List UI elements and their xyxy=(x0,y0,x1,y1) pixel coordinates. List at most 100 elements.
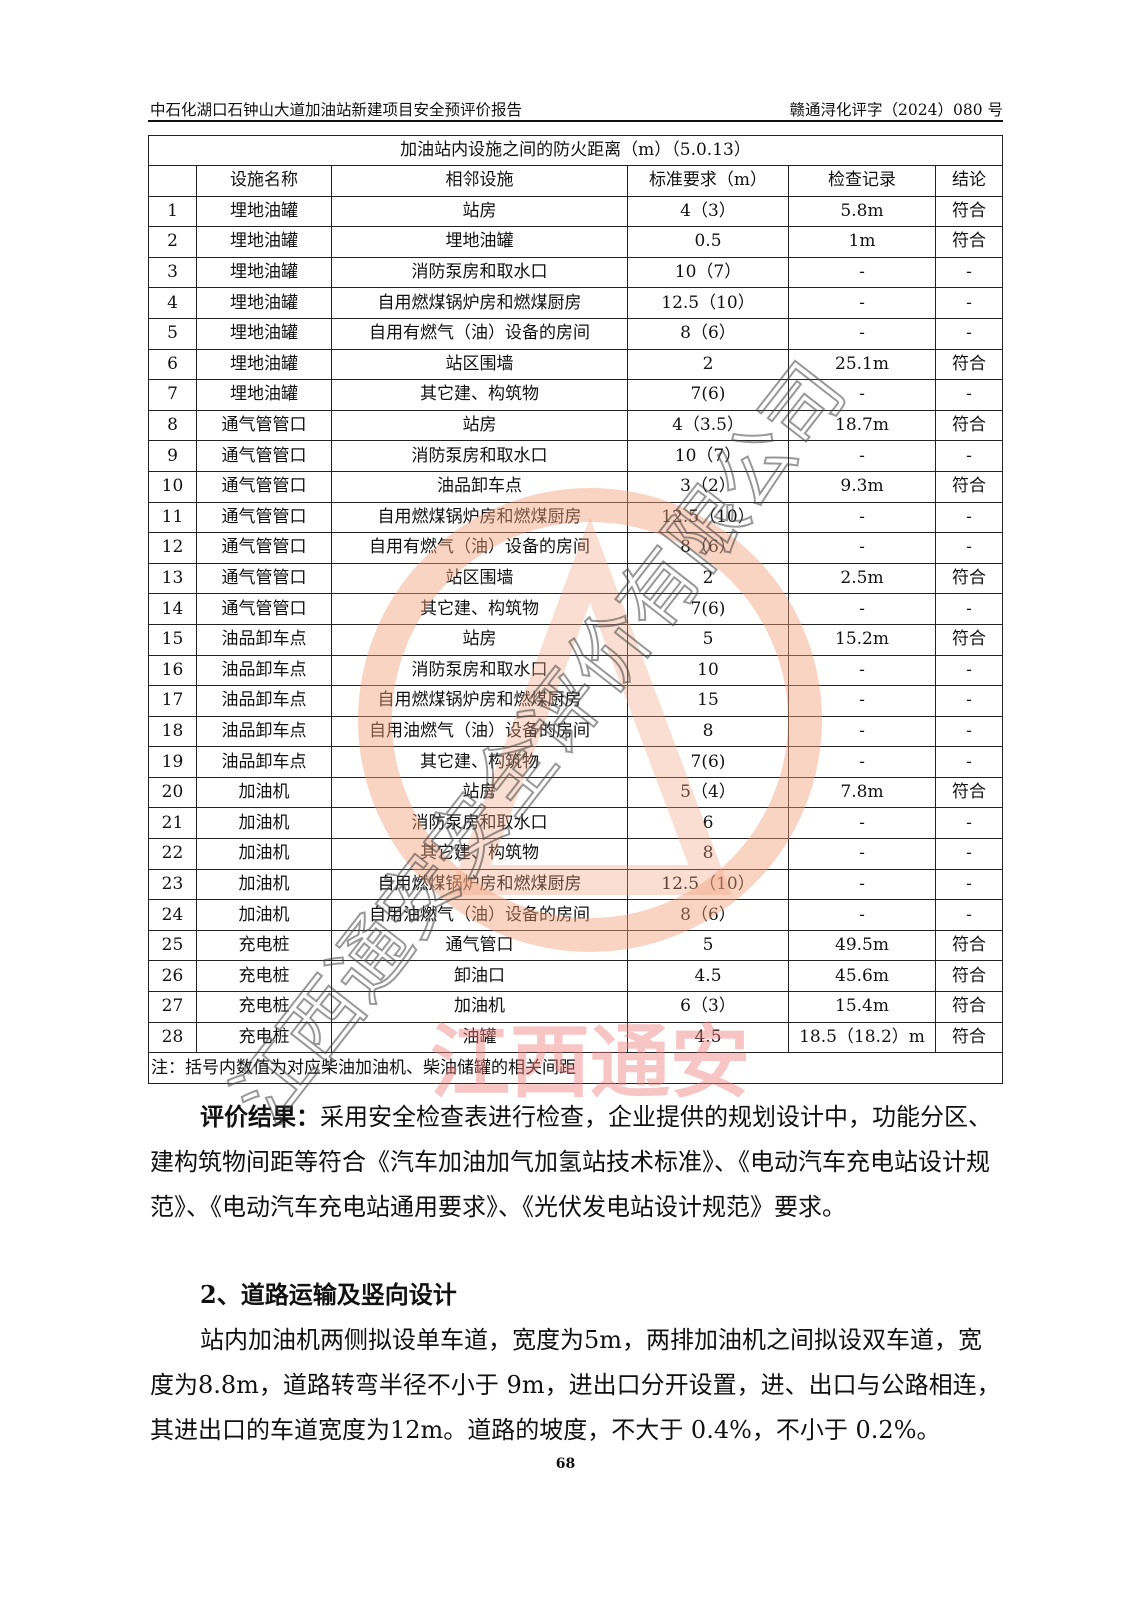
adjacent-facility: 自用燃煤锅炉房和燃煤厨房 xyxy=(331,685,628,717)
row-number: 12 xyxy=(148,532,197,564)
inspection-record: - xyxy=(788,256,936,289)
table-row: 17 油品卸车点 自用燃煤锅炉房和燃煤厨房 15- - xyxy=(148,685,1003,717)
standard-requirement: 10（7） xyxy=(627,256,789,289)
conclusion: - xyxy=(935,838,1003,870)
standard-requirement: 6 xyxy=(627,807,789,840)
row-number: 21 xyxy=(148,807,197,840)
inspection-record: - xyxy=(788,807,936,840)
table-row: 22 加油机 其它建、构筑物 8- - xyxy=(148,838,1003,870)
adjacent-facility: 自用油燃气（油）设备的房间 xyxy=(331,899,628,931)
facility-name: 油品卸车点 xyxy=(196,623,332,656)
row-number: 25 xyxy=(148,929,197,962)
facility-name: 油品卸车点 xyxy=(196,654,332,687)
adjacent-facility: 其它建、构筑物 xyxy=(331,838,628,870)
row-number: 13 xyxy=(148,562,197,595)
row-number: 20 xyxy=(148,776,197,809)
row-number: 6 xyxy=(148,348,197,381)
adjacent-facility: 油罐 xyxy=(331,1021,628,1054)
facility-name: 埋地油罐 xyxy=(196,195,332,228)
table-row: 12 通气管管口 自用有燃气（油）设备的房间 8（6） - - xyxy=(148,532,1003,564)
evaluation-result-paragraph: 评价结果：采用安全检查表进行检查，企业提供的规划设计中，功能分区、建构筑物间距等… xyxy=(150,1094,1005,1230)
standard-requirement: 12.5（10） xyxy=(627,868,789,901)
inspection-record: 45.6m xyxy=(788,960,936,993)
facility-name: 充电桩 xyxy=(196,1021,332,1054)
adjacent-facility: 埋地油罐 xyxy=(331,226,628,258)
standard-requirement: 7(6) xyxy=(627,593,789,625)
row-number: 8 xyxy=(148,409,197,442)
facility-name: 加油机 xyxy=(196,807,332,840)
conclusion: 符合 xyxy=(935,991,1003,1023)
row-number: 17 xyxy=(148,685,197,717)
adjacent-facility: 站房 xyxy=(331,623,628,656)
row-number: 24 xyxy=(148,899,197,931)
row-number: 28 xyxy=(148,1021,197,1054)
adjacent-facility: 通气管口 xyxy=(331,929,628,962)
evaluation-result-text: 采用安全检查表进行检查，企业提供的规划设计中，功能分区、建构筑物间距等符合《汽车… xyxy=(150,1103,992,1221)
inspection-record: 18.5（18.2）m xyxy=(788,1021,936,1054)
row-number: 1 xyxy=(148,195,197,228)
row-number: 9 xyxy=(148,440,197,472)
conclusion: - xyxy=(935,899,1003,931)
row-number: 22 xyxy=(148,838,197,870)
table-row: 9 通气管管口 消防泵房和取水口 10（7） - - xyxy=(148,440,1003,472)
conclusion: - xyxy=(935,317,1003,350)
adjacent-facility: 站房 xyxy=(331,195,628,228)
inspection-record: - xyxy=(788,501,936,534)
row-number: 10 xyxy=(148,470,197,503)
table-row: 27 充电桩 加油机 6（3） 15.4m 符合 xyxy=(148,991,1003,1023)
table-row: 4 埋地油罐 自用燃煤锅炉房和燃煤厨房 12.5（10） - - xyxy=(148,287,1003,319)
row-number: 15 xyxy=(148,623,197,656)
standard-requirement: 8 xyxy=(627,715,789,748)
inspection-record: 18.7m xyxy=(788,409,936,442)
adjacent-facility: 加油机 xyxy=(331,991,628,1023)
conclusion: - xyxy=(935,807,1003,840)
table-row: 11 通气管管口 自用燃煤锅炉房和燃煤厨房 12.5（10） - - xyxy=(148,501,1003,534)
facility-name: 通气管管口 xyxy=(196,593,332,625)
adjacent-facility: 站区围墙 xyxy=(331,348,628,381)
conclusion: 符合 xyxy=(935,623,1003,656)
adjacent-facility: 自用有燃气（油）设备的房间 xyxy=(331,532,628,564)
table-row: 15 油品卸车点 站房 5 15.2m 符合 xyxy=(148,623,1003,656)
table-row: 26 充电桩 卸油口 4.5 45.6m 符合 xyxy=(148,960,1003,993)
table-row: 14 通气管管口 其它建、构筑物 7(6) - - xyxy=(148,593,1003,625)
table-row: 1 埋地油罐 站房 4（3） 5.8m 符合 xyxy=(148,195,1003,228)
standard-requirement: 5 xyxy=(627,623,789,656)
adjacent-facility: 自用燃煤锅炉房和燃煤厨房 xyxy=(331,868,628,901)
table-row: 25 充电桩 通气管口 5 49.5m 符合 xyxy=(148,929,1003,962)
header-title: 中石化湖口石钟山大道加油站新建项目安全预评价报告 xyxy=(150,101,523,119)
inspection-record: 9.3m xyxy=(788,470,936,503)
table-row: 16 油品卸车点 消防泵房和取水口 10- - xyxy=(148,654,1003,687)
header-rule xyxy=(148,120,1003,122)
facility-name: 埋地油罐 xyxy=(196,287,332,319)
inspection-record: - xyxy=(788,654,936,687)
standard-requirement: 2 xyxy=(627,348,789,381)
adjacent-facility: 卸油口 xyxy=(331,960,628,993)
adjacent-facility: 自用燃煤锅炉房和燃煤厨房 xyxy=(331,287,628,319)
standard-requirement: 4.5 xyxy=(627,1021,789,1054)
conclusion: - xyxy=(935,685,1003,717)
standard-requirement: 12.5（10） xyxy=(627,287,789,319)
table-row: 21 加油机 消防泵房和取水口 6- - xyxy=(148,807,1003,840)
adjacent-facility: 消防泵房和取水口 xyxy=(331,256,628,289)
adjacent-facility: 消防泵房和取水口 xyxy=(331,654,628,687)
conclusion: - xyxy=(935,532,1003,564)
inspection-record: 15.4m xyxy=(788,991,936,1023)
facility-name: 加油机 xyxy=(196,838,332,870)
table-row: 13 通气管管口 站区围墙 2 2.5m 符合 xyxy=(148,562,1003,595)
conclusion: 符合 xyxy=(935,960,1003,993)
inspection-record: 49.5m xyxy=(788,929,936,962)
col-header: 相邻设施 xyxy=(331,165,628,197)
fire-distance-table: 加油站内设施之间的防火距离（m）（5.0.13） 设施名称 相邻设施 标准要求（… xyxy=(148,135,1003,1084)
inspection-record: 5.8m xyxy=(788,195,936,228)
adjacent-facility: 站房 xyxy=(331,409,628,442)
conclusion: 符合 xyxy=(935,1021,1003,1054)
row-number: 19 xyxy=(148,746,197,778)
table-row: 8 通气管管口 站房 4（3.5） 18.7m 符合 xyxy=(148,409,1003,442)
col-header xyxy=(148,165,197,197)
table-row: 20 加油机 站房 5（4） 7.8m 符合 xyxy=(148,776,1003,809)
row-number: 16 xyxy=(148,654,197,687)
adjacent-facility: 站房 xyxy=(331,776,628,809)
conclusion: - xyxy=(935,501,1003,534)
conclusion: 符合 xyxy=(935,470,1003,503)
